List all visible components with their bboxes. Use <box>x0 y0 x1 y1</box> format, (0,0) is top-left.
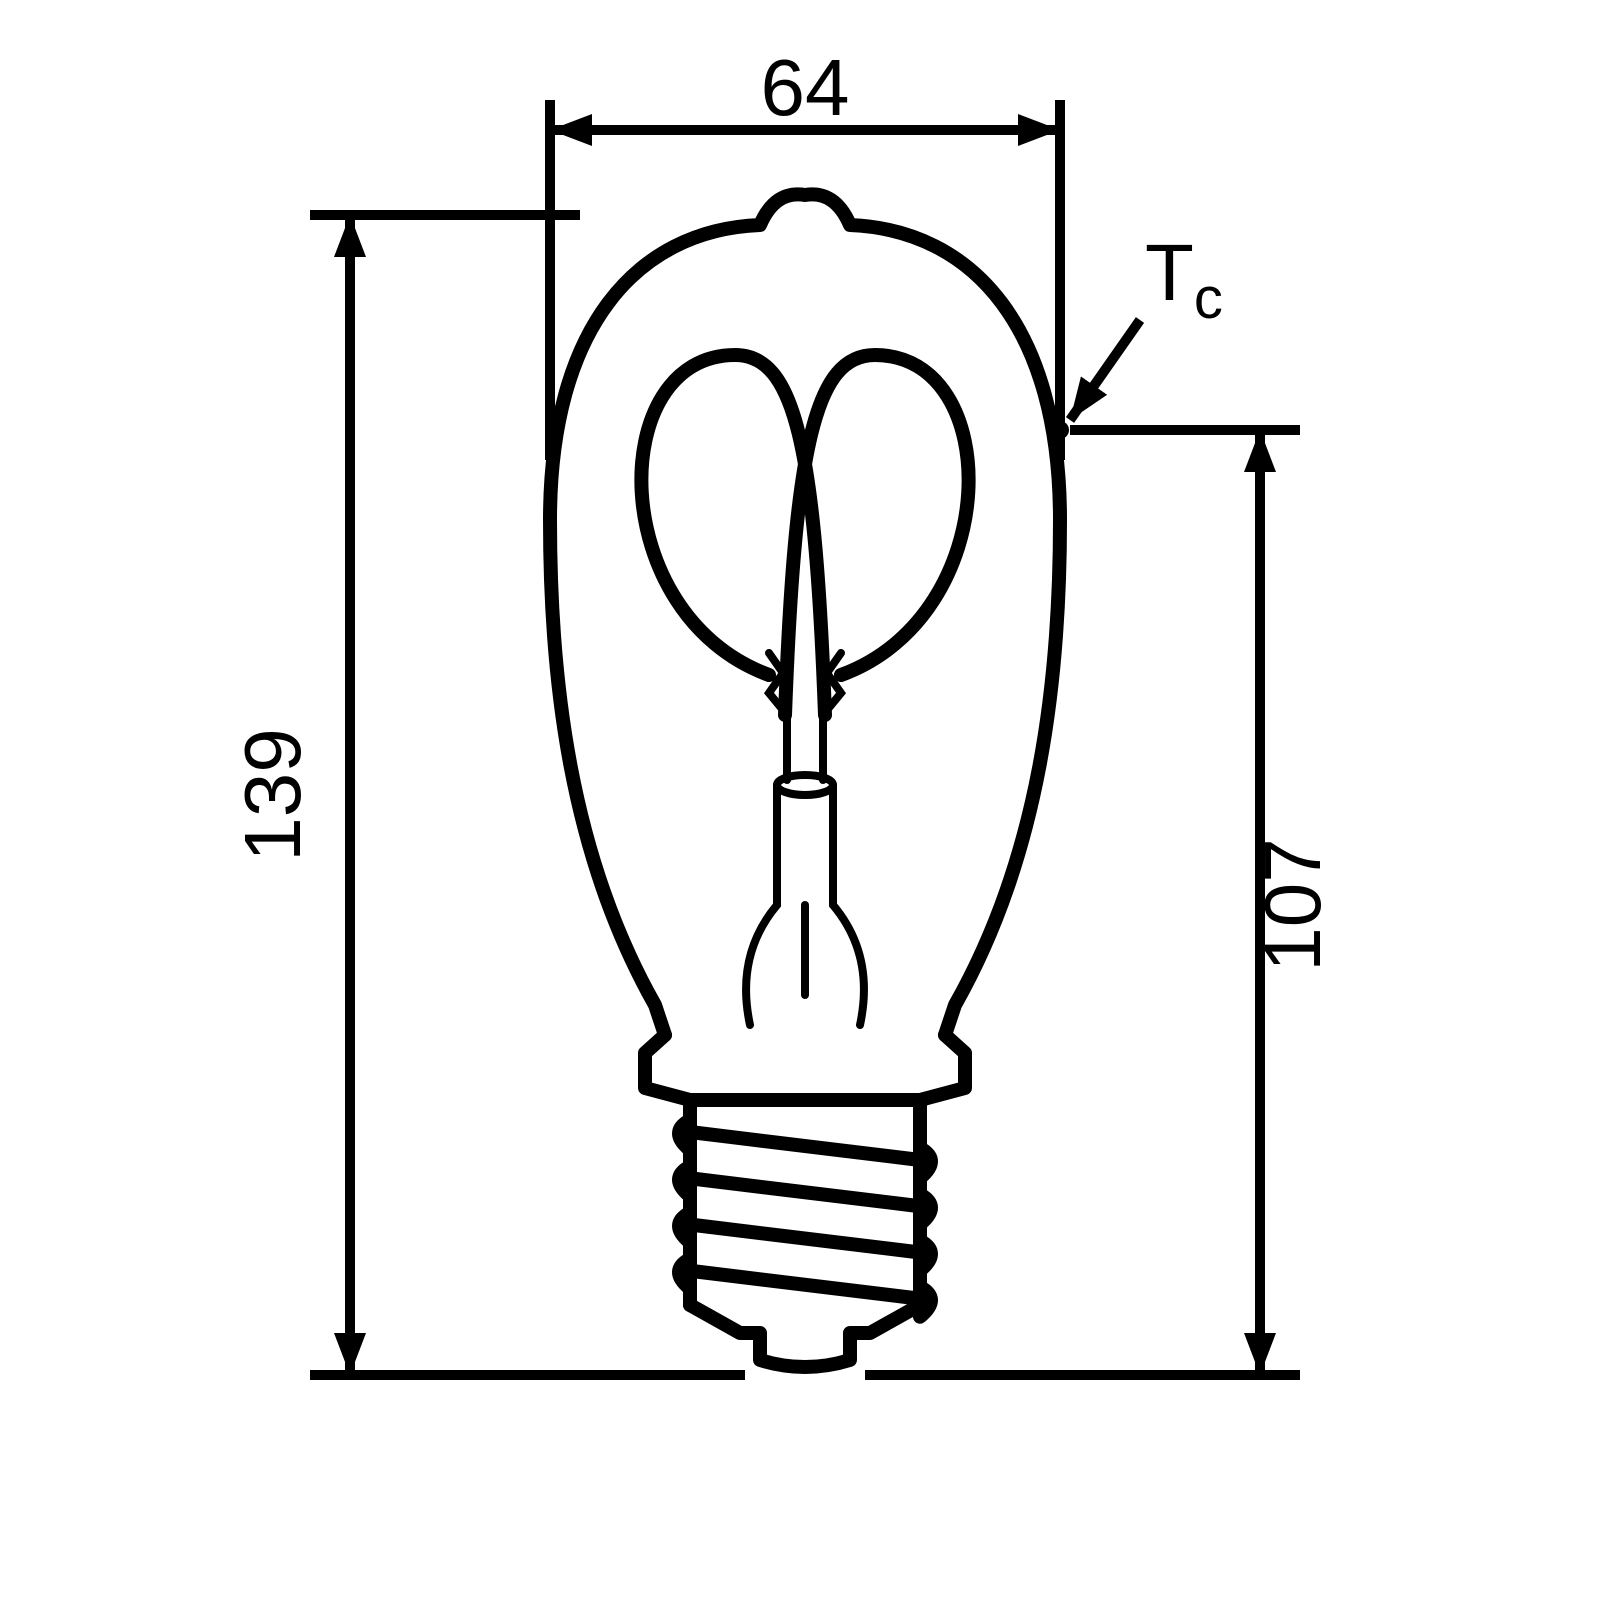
dimension-tc-height-label: 107 <box>1248 838 1337 971</box>
dimension-tc-height <box>865 430 1300 1375</box>
dimension-width-label: 64 <box>761 43 850 132</box>
bulb-outline <box>550 194 1060 1367</box>
tc-label: Tc <box>1145 228 1223 331</box>
filament <box>641 355 968 1025</box>
dimension-total-height-label: 139 <box>228 728 317 861</box>
dimension-total-height <box>310 215 745 1375</box>
